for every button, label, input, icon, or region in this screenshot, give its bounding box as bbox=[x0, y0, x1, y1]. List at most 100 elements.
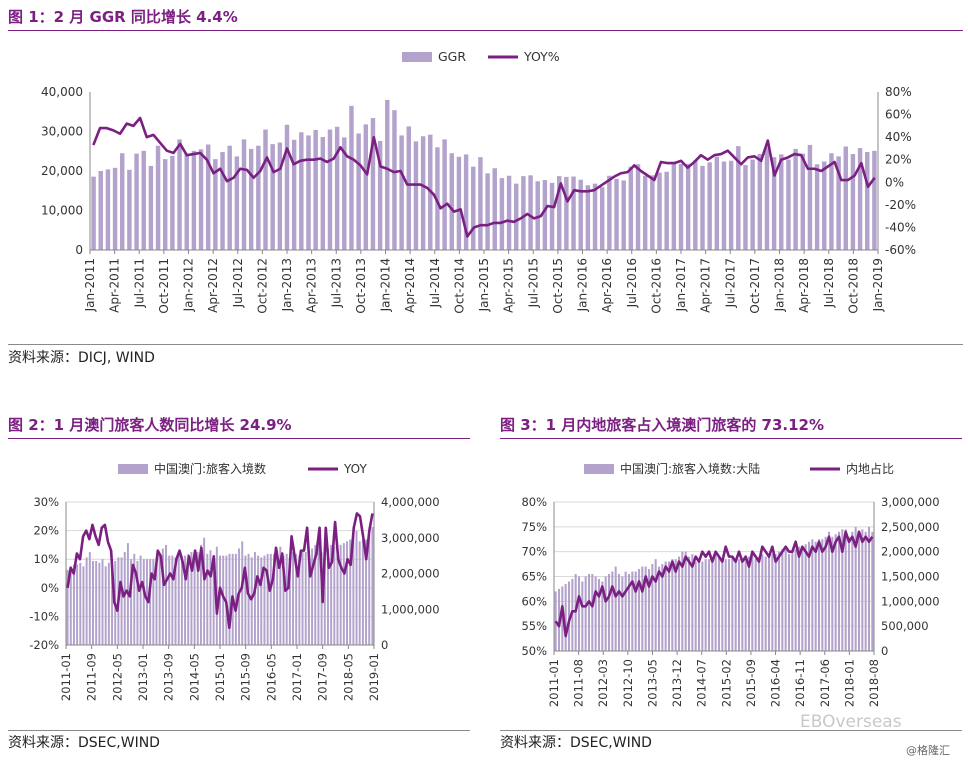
x-tick-label: 2011-09 bbox=[85, 653, 99, 701]
bar bbox=[241, 139, 247, 250]
bar bbox=[269, 553, 272, 645]
bar bbox=[284, 124, 290, 250]
bar bbox=[694, 561, 697, 651]
x-tick-label: 2013-05 bbox=[646, 659, 660, 707]
bar bbox=[611, 571, 614, 651]
bar bbox=[704, 559, 707, 651]
legend-line-label: 内地占比 bbox=[846, 461, 894, 476]
bar bbox=[449, 153, 454, 250]
bar bbox=[661, 564, 664, 651]
y-left-tick-label: -20% bbox=[29, 638, 59, 652]
bar bbox=[514, 183, 519, 250]
bar bbox=[599, 187, 605, 250]
y-left-tick-label: 0% bbox=[41, 581, 59, 595]
bar bbox=[177, 552, 180, 645]
bar bbox=[797, 546, 801, 651]
x-tick-label: Apr-2011 bbox=[108, 258, 122, 313]
bar bbox=[741, 559, 744, 651]
x-tick-label: Oct-2017 bbox=[748, 258, 762, 314]
bar bbox=[621, 576, 624, 651]
y-left-tick-label: 30,000 bbox=[41, 125, 83, 139]
bar bbox=[506, 175, 512, 250]
bar bbox=[105, 169, 111, 250]
x-tick-label: 2012-03 bbox=[596, 659, 610, 707]
bar bbox=[205, 144, 211, 250]
bar bbox=[767, 554, 771, 651]
bar bbox=[857, 531, 861, 651]
x-tick-label: 2017-09 bbox=[316, 653, 330, 701]
bar bbox=[184, 154, 189, 250]
bar bbox=[843, 146, 848, 250]
bar bbox=[355, 530, 358, 645]
bar bbox=[190, 552, 193, 645]
bar bbox=[727, 559, 731, 651]
bar bbox=[292, 552, 295, 645]
bar bbox=[800, 153, 805, 250]
bar bbox=[257, 555, 260, 646]
y-left-tick-label: 70% bbox=[521, 545, 547, 559]
bar bbox=[98, 171, 103, 250]
bar bbox=[764, 556, 767, 651]
bar bbox=[492, 168, 497, 250]
bar bbox=[784, 549, 787, 651]
bar bbox=[850, 154, 856, 250]
bar bbox=[728, 160, 734, 250]
x-tick-label: 2017-06 bbox=[818, 659, 832, 707]
x-tick-label: Jul-2017 bbox=[723, 258, 737, 308]
y-right-tick-label: 2,000,000 bbox=[381, 567, 440, 581]
bar bbox=[148, 165, 154, 250]
bar bbox=[737, 559, 741, 651]
bar bbox=[213, 159, 218, 250]
bar bbox=[385, 99, 390, 251]
bar bbox=[365, 539, 368, 645]
bar bbox=[684, 551, 687, 651]
bar bbox=[687, 556, 691, 651]
bar bbox=[861, 529, 864, 651]
bar bbox=[779, 154, 784, 250]
bar bbox=[82, 566, 85, 645]
y-right-tick-label: 1,500,000 bbox=[881, 570, 940, 584]
bar bbox=[184, 555, 187, 646]
bar bbox=[774, 554, 777, 651]
bar bbox=[370, 118, 376, 250]
bar bbox=[92, 560, 94, 645]
x-tick-label: Oct-2015 bbox=[551, 258, 565, 314]
x-tick-label: 2018-05 bbox=[341, 653, 355, 701]
y-left-tick-label: 30% bbox=[33, 495, 59, 509]
bar bbox=[79, 562, 82, 645]
bar bbox=[578, 179, 583, 250]
bar bbox=[76, 564, 79, 645]
bar bbox=[298, 555, 301, 646]
bar bbox=[203, 537, 206, 645]
bar bbox=[219, 555, 221, 646]
bar bbox=[263, 555, 266, 646]
bar bbox=[352, 534, 355, 645]
bar bbox=[734, 561, 737, 651]
y-right-tick-label: 2,000,000 bbox=[881, 545, 940, 559]
bar bbox=[664, 171, 669, 250]
x-tick-label: 2012-10 bbox=[621, 659, 635, 707]
y-right-tick-label: 60% bbox=[885, 108, 912, 122]
bar bbox=[601, 581, 604, 651]
bar bbox=[277, 142, 283, 250]
y-left-tick-label: 65% bbox=[521, 570, 547, 584]
bar bbox=[814, 164, 820, 250]
x-tick-label: 2015-09 bbox=[744, 659, 758, 707]
figure3-source-rule bbox=[500, 730, 962, 731]
bar bbox=[456, 156, 462, 250]
bar bbox=[657, 172, 662, 250]
bar bbox=[754, 559, 757, 651]
bar bbox=[764, 147, 770, 250]
bar bbox=[793, 148, 798, 250]
bar bbox=[807, 541, 811, 651]
bar bbox=[420, 136, 426, 250]
bar bbox=[701, 561, 704, 651]
x-tick-label: Oct-2012 bbox=[255, 258, 269, 314]
bar bbox=[485, 173, 490, 250]
x-tick-label: Jul-2011 bbox=[132, 258, 146, 308]
bar bbox=[865, 152, 870, 250]
bar bbox=[256, 145, 261, 250]
bar bbox=[594, 576, 597, 651]
bar bbox=[478, 157, 483, 250]
bar bbox=[592, 183, 598, 250]
